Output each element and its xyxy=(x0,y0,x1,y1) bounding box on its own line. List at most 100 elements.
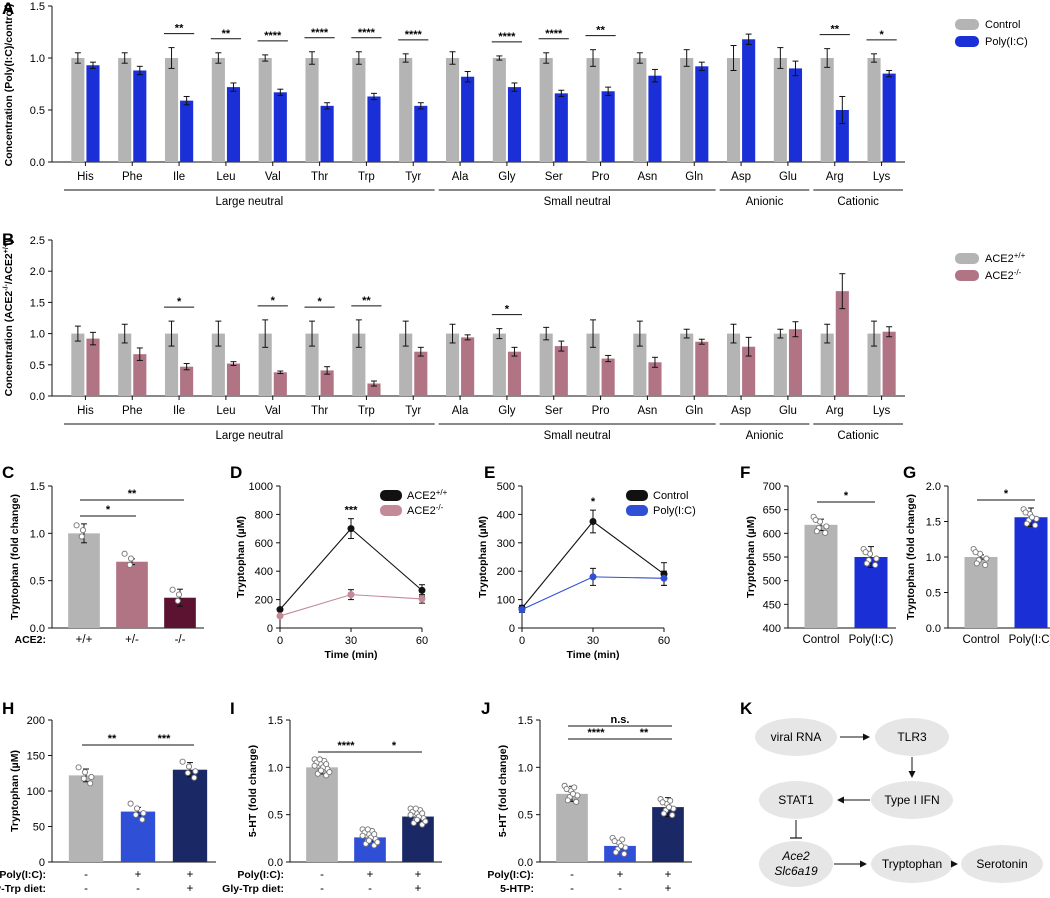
panel-A-bar-gly-ctrl xyxy=(492,58,506,162)
panel-B-category-label: Tyr xyxy=(405,405,421,417)
panel-E-legend-swatch xyxy=(626,490,648,501)
panel-G-y-tick-label: 1.0 xyxy=(926,552,941,564)
panel-G-data-point xyxy=(982,561,989,569)
panel-E-sig-text: * xyxy=(591,496,596,508)
panel-F-bar-1 xyxy=(854,557,888,628)
panel-B-category-label: Ile xyxy=(173,405,185,417)
panel-G-y-tick-label: 0.5 xyxy=(926,588,941,600)
panel-A-category-label: Trp xyxy=(358,171,375,183)
panel-J-ylabel: 5-HT (fold change) xyxy=(497,745,509,837)
panel-B-bar-gln-exp xyxy=(695,341,709,396)
panel-I-row-symbol: + xyxy=(367,869,374,881)
panel-B-bar-arg-exp xyxy=(835,291,849,396)
panel-C-data-point xyxy=(79,527,87,534)
panel-B-bar-ser-ctrl xyxy=(539,333,553,396)
panel-A-sig-stars: **** xyxy=(405,29,423,41)
panel-F-category-label: Control xyxy=(802,634,839,646)
node-tlr3 xyxy=(875,718,949,756)
panel-A-bar-ser-ctrl xyxy=(539,58,553,162)
panel-D-x-tick-label: 30 xyxy=(345,635,357,647)
panel-A-y-tick-label: 1.0 xyxy=(30,53,45,65)
panel-E-x-tick-label: 0 xyxy=(519,635,525,647)
panel-H-row-symbol: + xyxy=(135,869,142,881)
panel-H-y-tick-label: 0 xyxy=(39,857,45,869)
panel-A-sig-stars: **** xyxy=(311,27,329,39)
panel-B-group-label: Large neutral xyxy=(215,430,283,442)
panel-B-bar-ser-exp xyxy=(554,346,568,396)
panel-A-group-label: Cationic xyxy=(837,196,879,208)
panel-E-label: E xyxy=(484,463,495,482)
panel-E-series-line-0 xyxy=(521,520,665,609)
panel-A-legend-swatch xyxy=(955,36,979,47)
panel-J-data-point xyxy=(564,797,571,804)
panel-G-bar-1 xyxy=(1014,517,1048,628)
panel-A-bar-trp-ctrl xyxy=(352,58,366,162)
panel-H-data-point xyxy=(191,774,198,781)
panel-G-y-tick-label: 2.0 xyxy=(926,481,941,493)
panel-F-data-point xyxy=(822,529,829,536)
panel-I-bar-2 xyxy=(402,816,434,862)
panel-A-bar-trp-exp xyxy=(367,96,381,162)
panel-C-xrow-label: ACE2: xyxy=(14,634,46,646)
panel-B-category-label: Val xyxy=(265,405,281,417)
panel-B-bar-thr-ctrl xyxy=(305,333,319,396)
panel-F-bar-0 xyxy=(804,524,838,628)
panel-E-y-tick-label: 200 xyxy=(497,566,515,578)
panel-J-row-symbol: + xyxy=(665,883,672,895)
panel-A-group-label: Large neutral xyxy=(215,196,283,208)
panel-H-row-symbol: - xyxy=(84,869,88,881)
panel-E-y-tick-label: 300 xyxy=(497,538,515,550)
panel-C-data-point xyxy=(169,586,176,593)
panel-A-legend-label: Control xyxy=(985,19,1020,31)
panel-E-x-tick-label: 60 xyxy=(658,635,670,647)
panel-D-series-point-0 xyxy=(347,525,355,533)
panel-A-category-label: Tyr xyxy=(405,171,421,183)
panel-A-sig-stars: **** xyxy=(358,27,376,39)
panel-C-data-point xyxy=(174,597,181,604)
panel-A-category-label: Val xyxy=(265,171,281,183)
panel-G-data-point xyxy=(1028,514,1036,521)
panel-G-sig-text: * xyxy=(1004,488,1009,500)
panel-H-data-point xyxy=(81,769,89,776)
panel-B-bar-glu-ctrl xyxy=(773,333,787,396)
panel-C-y-tick-label: 1.5 xyxy=(30,481,45,493)
panel-J-sig-text: ** xyxy=(640,727,649,739)
panel-B-sig-stars: * xyxy=(271,295,276,307)
panel-I-y-tick-label: 0.5 xyxy=(268,810,283,822)
node-stat1-label: STAT1 xyxy=(778,793,814,807)
panel-E-legend-label: Control xyxy=(653,490,688,502)
panel-A-bar-his-ctrl xyxy=(71,58,85,162)
panel-B-legend-swatch xyxy=(955,253,979,264)
panel-D-y-tick-label: 200 xyxy=(255,595,273,607)
panel-B-group-label: Small neutral xyxy=(544,430,611,442)
panel-I-data-point xyxy=(413,816,421,823)
panel-G-data-point xyxy=(1022,509,1029,516)
panel-B-bar-gly-ctrl xyxy=(492,333,506,396)
panel-J-bar-0 xyxy=(556,793,588,862)
panel-J-sig-text: **** xyxy=(587,727,605,739)
panel-I-y-tick-label: 1.5 xyxy=(268,715,283,727)
panel-B-y-tick-label: 1.0 xyxy=(30,329,45,341)
panel-H-data-point xyxy=(139,816,146,823)
panel-A-category-label: Pro xyxy=(592,171,610,183)
panel-B-y-tick-label: 2.0 xyxy=(30,266,45,278)
panel-A-category-label: His xyxy=(77,171,94,183)
panel-D-label: D xyxy=(230,463,242,482)
panel-F-y-tick-label: 500 xyxy=(763,576,781,588)
panel-B-category-label: Gln xyxy=(685,405,703,417)
node-serotonin xyxy=(961,845,1043,883)
panel-D-y-tick-label: 1000 xyxy=(249,481,273,493)
panel-B-sig-stars: * xyxy=(317,296,322,308)
panel-B-category-label: Trp xyxy=(358,405,375,417)
panel-B-bar-asn-ctrl xyxy=(633,333,647,396)
panel-A-bar-ser-exp xyxy=(554,93,568,162)
panel-J-row-symbol: - xyxy=(618,883,622,895)
panel-E-legend-label: Poly(I:C) xyxy=(653,505,696,517)
panel-A-group-label: Small neutral xyxy=(544,196,611,208)
panel-I-sig-text: **** xyxy=(337,740,355,752)
panel-A-category-label: Ser xyxy=(545,171,563,183)
panel-F-y-tick-label: 400 xyxy=(763,623,781,635)
panel-F-sig-text: * xyxy=(844,490,849,502)
panel-D-series-point-1 xyxy=(347,591,355,599)
panel-B-label: B xyxy=(2,230,14,249)
